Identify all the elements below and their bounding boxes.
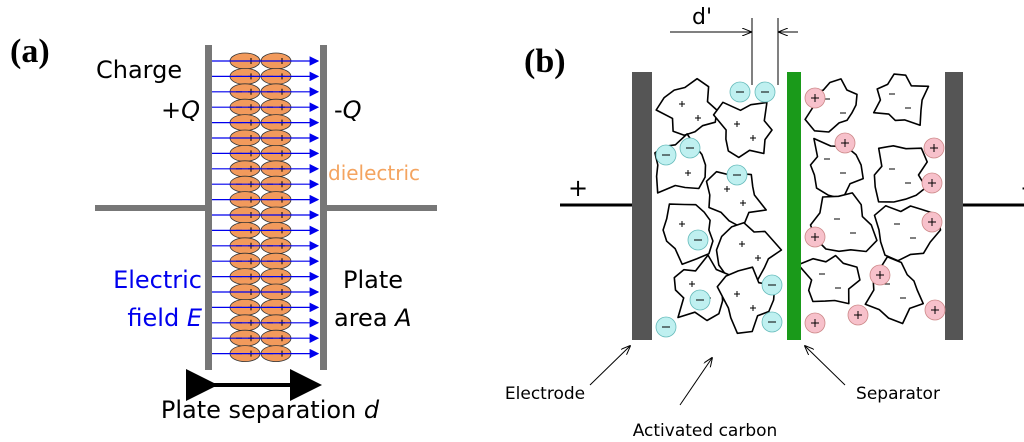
pointer	[680, 358, 712, 405]
label: +Q	[161, 96, 200, 124]
electrode	[945, 72, 963, 340]
label: area	[334, 304, 388, 332]
label: +	[161, 96, 181, 124]
label: Activated carbon	[633, 421, 778, 441]
label: -	[334, 96, 343, 124]
electrode	[632, 72, 652, 340]
label: -Q	[334, 96, 362, 124]
pointer	[805, 346, 845, 385]
label: Plate separation	[161, 396, 356, 424]
label: Plate	[343, 266, 403, 294]
pointer	[590, 346, 630, 385]
label: Separator	[856, 384, 940, 404]
carbon-particle	[874, 74, 929, 125]
label: Q	[343, 96, 362, 124]
dielectric-layer	[212, 53, 318, 362]
gap-label: d'	[692, 5, 712, 30]
label: Charge	[96, 56, 182, 84]
terminal-label: −	[1020, 174, 1024, 202]
label: Electric	[113, 266, 202, 294]
terminal-label: +	[568, 174, 588, 202]
carbon-particle	[798, 256, 860, 304]
label: A	[393, 304, 411, 332]
carbon-particle	[874, 146, 927, 202]
label: Electrode	[505, 384, 585, 404]
carbon-particle	[656, 79, 717, 136]
plate	[320, 45, 327, 370]
label: Q	[181, 96, 200, 124]
label: field E	[127, 304, 202, 332]
carbon-particle	[714, 102, 772, 157]
panel-a: (a) Charge +Q -Q dielectric Electric fie…	[10, 33, 437, 424]
figure: (a) Charge +Q -Q dielectric Electric fie…	[0, 0, 1024, 442]
label: d	[364, 396, 380, 424]
plate	[205, 45, 212, 370]
panel-label: (a)	[10, 33, 50, 70]
label: dielectric	[328, 161, 420, 185]
separator	[787, 72, 801, 340]
label: area A	[334, 304, 412, 332]
label: Plate separation d	[161, 396, 380, 424]
panel-label: (b)	[524, 43, 566, 80]
label: field	[127, 304, 179, 332]
panel-b: (b) + − d' Electrode Activated carbon Se…	[505, 5, 1024, 441]
label: E	[187, 304, 203, 332]
